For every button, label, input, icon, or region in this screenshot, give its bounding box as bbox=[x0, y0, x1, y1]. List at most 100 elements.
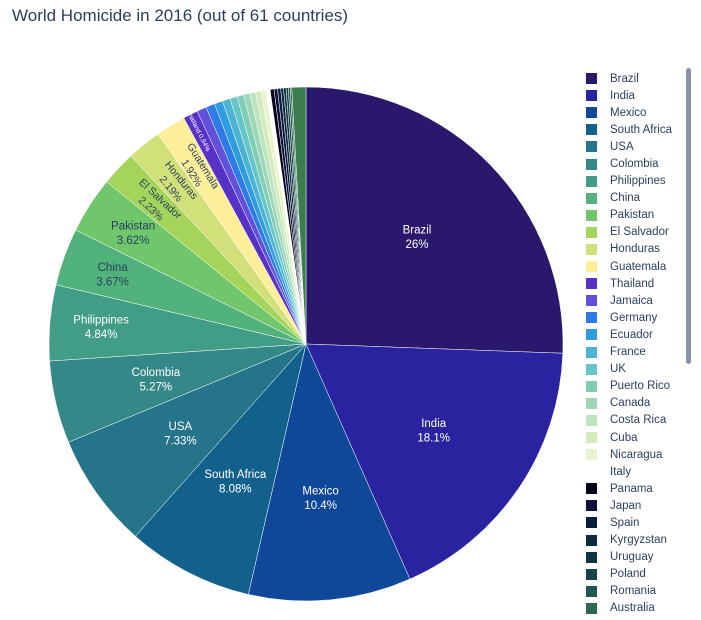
legend-label: Japan bbox=[610, 499, 642, 512]
legend-label: Jamaica bbox=[610, 294, 653, 307]
legend-label: Nicaragua bbox=[610, 448, 663, 461]
legend-swatch bbox=[586, 397, 597, 409]
legend-item-puerto-rico[interactable]: Puerto Rico bbox=[586, 378, 686, 395]
legend-item-spain[interactable]: Spain bbox=[586, 514, 686, 531]
legend-swatch bbox=[586, 295, 597, 307]
legend-label: China bbox=[610, 192, 641, 205]
legend-item-panama[interactable]: Panama bbox=[586, 480, 686, 497]
pie-slice-mexico[interactable] bbox=[247, 343, 411, 602]
legend-label: India bbox=[610, 89, 635, 102]
legend-swatch bbox=[586, 500, 597, 512]
legend-item-usa[interactable]: USA bbox=[586, 138, 686, 155]
legend-item-france[interactable]: France bbox=[586, 344, 686, 361]
legend-item-colombia[interactable]: Colombia bbox=[586, 155, 686, 172]
legend-swatch bbox=[586, 226, 597, 238]
legend-swatch bbox=[586, 261, 597, 273]
legend-swatch bbox=[586, 175, 597, 187]
legend-item-jamaica[interactable]: Jamaica bbox=[586, 292, 686, 309]
legend-label: Germany bbox=[610, 311, 658, 324]
legend-label: Costa Rica bbox=[610, 414, 667, 427]
legend-item-south-africa[interactable]: South Africa bbox=[586, 121, 686, 138]
legend-label: Uruguay bbox=[610, 551, 654, 564]
legend-label: Honduras bbox=[610, 243, 660, 256]
legend-label: UK bbox=[610, 363, 626, 376]
pie-slice-india[interactable] bbox=[305, 343, 564, 580]
legend-swatch bbox=[586, 329, 597, 341]
chart-title: World Homicide in 2016 (out of 61 countr… bbox=[12, 6, 349, 25]
legend-item-honduras[interactable]: Honduras bbox=[586, 241, 686, 258]
legend-swatch bbox=[586, 192, 597, 204]
legend-label: Poland bbox=[610, 568, 646, 581]
legend-item-china[interactable]: China bbox=[586, 190, 686, 207]
legend-item-ecuador[interactable]: Ecuador bbox=[586, 326, 686, 343]
legend-item-mexico[interactable]: Mexico bbox=[586, 104, 686, 121]
legend-item-brazil[interactable]: Brazil bbox=[586, 70, 686, 87]
legend-item-japan[interactable]: Japan bbox=[586, 497, 686, 514]
legend-swatch bbox=[586, 243, 597, 255]
legend-item-el-salvador[interactable]: El Salvador bbox=[586, 224, 686, 241]
pie-slice-usa[interactable] bbox=[68, 343, 307, 537]
legend-item-canada[interactable]: Canada bbox=[586, 395, 686, 412]
legend-swatch bbox=[586, 585, 597, 597]
legend-swatch bbox=[586, 449, 597, 461]
legend-label: Pakistan bbox=[610, 209, 655, 222]
legend-item-uruguay[interactable]: Uruguay bbox=[586, 549, 686, 566]
legend-swatch bbox=[586, 466, 597, 478]
legend-item-germany[interactable]: Germany bbox=[586, 309, 686, 326]
legend-item-poland[interactable]: Poland bbox=[586, 566, 686, 583]
legend-item-nicaragua[interactable]: Nicaragua bbox=[586, 446, 686, 463]
legend-label: Thailand bbox=[610, 277, 655, 290]
legend-item-thailand[interactable]: Thailand bbox=[586, 275, 686, 292]
legend-item-pakistan[interactable]: Pakistan bbox=[586, 207, 686, 224]
legend-swatch bbox=[586, 312, 597, 324]
legend: Brazil India Mexico South Africa USA Colombia… bbox=[586, 70, 686, 617]
legend-label: Italy bbox=[610, 465, 632, 478]
legend-swatch bbox=[586, 602, 597, 614]
legend-swatch bbox=[586, 73, 597, 85]
legend-item-guatemala[interactable]: Guatemala bbox=[586, 258, 686, 275]
pie-slice-brazil[interactable] bbox=[305, 86, 564, 354]
legend-item-philippines[interactable]: Philippines bbox=[586, 173, 686, 190]
legend-swatch bbox=[586, 209, 597, 221]
pie-slice-other-32[interactable] bbox=[291, 86, 307, 345]
legend-label: Mexico bbox=[610, 106, 647, 119]
legend-label: Brazil bbox=[610, 72, 639, 85]
legend-label: France bbox=[610, 346, 646, 359]
legend-label: Spain bbox=[610, 516, 640, 529]
legend-item-costa-rica[interactable]: Costa Rica bbox=[586, 412, 686, 429]
legend-item-uk[interactable]: UK bbox=[586, 361, 686, 378]
legend-label: USA bbox=[610, 140, 634, 153]
legend-label: South Africa bbox=[610, 123, 673, 136]
legend-swatch bbox=[586, 363, 597, 375]
legend-label: Panama bbox=[610, 482, 653, 495]
legend-swatch bbox=[586, 124, 597, 136]
legend-swatch bbox=[586, 414, 597, 426]
legend-item-kyrgyzstan[interactable]: Kyrgyzstan bbox=[586, 532, 686, 549]
legend-swatch bbox=[586, 568, 597, 580]
legend-label: Ecuador bbox=[610, 328, 653, 341]
legend-label: Philippines bbox=[610, 175, 666, 188]
legend-swatch bbox=[586, 517, 597, 529]
legend-swatch bbox=[586, 278, 597, 290]
legend-item-cuba[interactable]: Cuba bbox=[586, 429, 686, 446]
legend-scrollbar[interactable] bbox=[686, 68, 691, 364]
legend-label: Guatemala bbox=[610, 260, 667, 273]
legend-item-australia[interactable]: Australia bbox=[586, 600, 686, 617]
legend-label: Colombia bbox=[610, 158, 659, 171]
legend-swatch bbox=[586, 534, 597, 546]
legend-label: Romania bbox=[610, 585, 657, 598]
legend-swatch bbox=[586, 107, 597, 119]
pie-slice-south-africa[interactable] bbox=[135, 343, 307, 595]
legend-swatch bbox=[586, 551, 597, 563]
legend-swatch bbox=[586, 346, 597, 358]
legend-item-italy[interactable]: Italy bbox=[586, 463, 686, 480]
legend-label: Puerto Rico bbox=[610, 380, 671, 393]
legend-label: El Salvador bbox=[610, 226, 669, 239]
legend-label: Cuba bbox=[610, 431, 638, 444]
legend-swatch bbox=[586, 90, 597, 102]
legend-item-romania[interactable]: Romania bbox=[586, 583, 686, 600]
legend-swatch bbox=[586, 432, 597, 444]
legend-label: Kyrgyzstan bbox=[610, 534, 667, 547]
legend-item-india[interactable]: India bbox=[586, 87, 686, 104]
